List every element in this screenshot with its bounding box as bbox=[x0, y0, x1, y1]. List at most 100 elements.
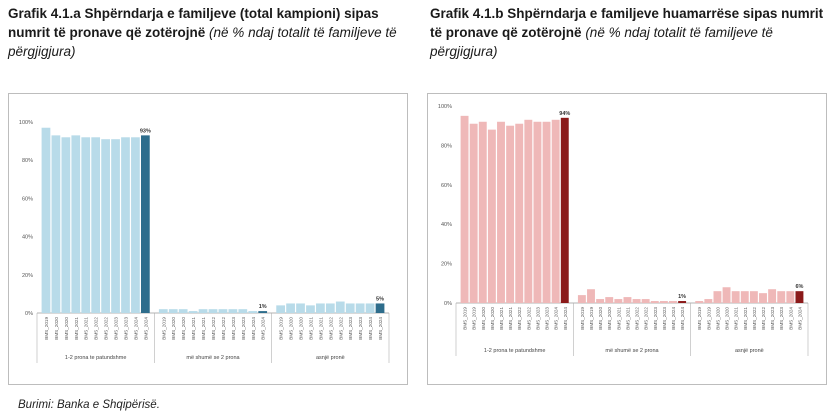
x-tick-label: BMS_2022 bbox=[328, 317, 333, 340]
bar bbox=[316, 303, 325, 313]
x-tick-label: BMS_2021 bbox=[84, 317, 89, 340]
bar bbox=[614, 299, 623, 303]
x-tick-label: BMS_2020 bbox=[725, 307, 730, 330]
bar bbox=[551, 119, 560, 303]
x-tick-label: BMS_2024 bbox=[563, 307, 568, 330]
y-tick-label: 80% bbox=[441, 143, 452, 149]
chart-title-b-italic: (në % ndaj totalit të familjeve të përgj… bbox=[430, 25, 773, 59]
bar bbox=[650, 301, 659, 303]
x-tick-label: BMS_2021 bbox=[191, 317, 196, 340]
chart-title-a-italic: (në % ndaj totalit të familjeve të përgj… bbox=[8, 25, 397, 59]
data-label: 93% bbox=[140, 128, 151, 134]
x-tick-label: BMS_2023 bbox=[535, 307, 540, 330]
bar bbox=[140, 135, 150, 313]
bar bbox=[325, 303, 335, 313]
x-tick-label: BMS_2019 bbox=[463, 307, 468, 330]
bar bbox=[131, 137, 140, 313]
data-label: 5% bbox=[376, 296, 384, 302]
x-tick-label: BMS_2024 bbox=[680, 307, 685, 330]
x-tick-label: BMS_2021 bbox=[308, 317, 313, 340]
data-label: 6% bbox=[795, 284, 803, 290]
bar-chart-b: 0% 20% 40% 60% 80% 100% BMS_2019 BMS_2019 BMS_20… bbox=[438, 104, 809, 356]
bar bbox=[713, 291, 722, 303]
bar bbox=[81, 137, 91, 313]
bar bbox=[51, 135, 61, 313]
bar bbox=[198, 309, 208, 313]
bar bbox=[506, 125, 515, 303]
x-tick-label: BMS_2022 bbox=[761, 307, 766, 330]
bar bbox=[218, 309, 228, 313]
bar bbox=[524, 119, 533, 303]
bar bbox=[158, 309, 168, 313]
bar bbox=[605, 297, 614, 303]
bar bbox=[577, 295, 586, 303]
category-label: 1-2 prona te patundshme bbox=[484, 348, 545, 354]
bar bbox=[41, 127, 51, 313]
bar bbox=[623, 297, 632, 303]
bar bbox=[469, 123, 478, 303]
y-tick-label: 20% bbox=[441, 262, 452, 268]
x-tick-label: BMS_2021 bbox=[508, 307, 513, 330]
y-tick-label: 20% bbox=[22, 273, 33, 279]
bar bbox=[740, 291, 749, 303]
bar bbox=[335, 301, 345, 313]
x-tick-label: BMS_2023 bbox=[653, 307, 658, 330]
x-tick-label: BMS_2020 bbox=[181, 317, 186, 340]
bar bbox=[306, 305, 315, 313]
x-tick-label: BMS_2021 bbox=[734, 307, 739, 330]
bar bbox=[478, 121, 487, 303]
bar bbox=[345, 303, 355, 313]
x-tick-label: BMS_2022 bbox=[635, 307, 640, 330]
x-tick-label: BMS_2022 bbox=[517, 307, 522, 330]
x-tick-label: BMS_2023 bbox=[231, 317, 236, 340]
bar bbox=[121, 137, 130, 313]
x-tick-label: BMS_2023 bbox=[348, 317, 353, 340]
bar bbox=[768, 289, 777, 303]
x-tick-label: BMS_2021 bbox=[318, 317, 323, 340]
x-tick-label: BMS_2023 bbox=[545, 307, 550, 330]
x-tick-label: BMS_2021 bbox=[201, 317, 206, 340]
bar bbox=[178, 309, 188, 313]
bar bbox=[460, 115, 469, 303]
x-tick-label: BMS_2024 bbox=[368, 317, 373, 340]
x-tick-label: BMS_2020 bbox=[299, 317, 304, 340]
x-tick-label: BMS_2019 bbox=[44, 317, 49, 340]
bar bbox=[722, 287, 731, 303]
x-tick-label: BMS_2022 bbox=[104, 317, 109, 340]
bar bbox=[560, 117, 569, 303]
bar bbox=[731, 291, 740, 303]
bar bbox=[497, 121, 505, 303]
x-tick-label: BMS_2023 bbox=[770, 307, 775, 330]
x-tick-label: BMS_2022 bbox=[338, 317, 343, 340]
bar-chart-a: 0% 20% 40% 60% 80% 100% BMS_2019 BMS_2020 BMS_20… bbox=[19, 120, 390, 363]
y-tick-label: 60% bbox=[441, 183, 452, 189]
bar bbox=[276, 305, 286, 313]
x-tick-label: BMS_2019 bbox=[580, 307, 585, 330]
category-label: më shumë se 2 prona bbox=[186, 355, 240, 361]
bar bbox=[632, 299, 641, 303]
x-tick-label: BMS_2024 bbox=[251, 317, 256, 340]
chart-title-b-bold: Grafik 4.1.b Shpërndarja e familjeve hua… bbox=[430, 6, 824, 40]
x-tick-label: BMS_2019 bbox=[472, 307, 477, 330]
x-tick-label: BMS_2024 bbox=[797, 307, 802, 330]
bar bbox=[238, 309, 248, 313]
bar bbox=[695, 301, 704, 303]
x-tick-label: BMS_2021 bbox=[625, 307, 630, 330]
x-tick-label: BMS_2020 bbox=[171, 317, 176, 340]
data-label: 1% bbox=[259, 304, 267, 310]
category-label: 1-2 prona te patundshme bbox=[65, 355, 126, 361]
x-tick-label: BMS_2019 bbox=[706, 307, 711, 330]
x-tick-label: BMS_2024 bbox=[378, 317, 383, 340]
x-tick-label: BMS_2022 bbox=[221, 317, 226, 340]
x-tick-label: BMS_2019 bbox=[589, 307, 594, 330]
x-tick-label: BMS_2020 bbox=[54, 317, 59, 340]
chart-panel-a: 0% 20% 40% 60% 80% 100% BMS_2019 BMS_2020 BMS_20… bbox=[8, 93, 408, 385]
x-tick-label: BMS_2023 bbox=[358, 317, 363, 340]
x-tick-label: BMS_2024 bbox=[261, 317, 266, 340]
bar bbox=[759, 293, 767, 303]
y-tick-label: 100% bbox=[438, 104, 452, 110]
x-tick-label: BMS_2023 bbox=[241, 317, 246, 340]
bar bbox=[365, 303, 375, 313]
x-tick-label: BMS_2020 bbox=[490, 307, 495, 330]
bar bbox=[228, 309, 238, 313]
